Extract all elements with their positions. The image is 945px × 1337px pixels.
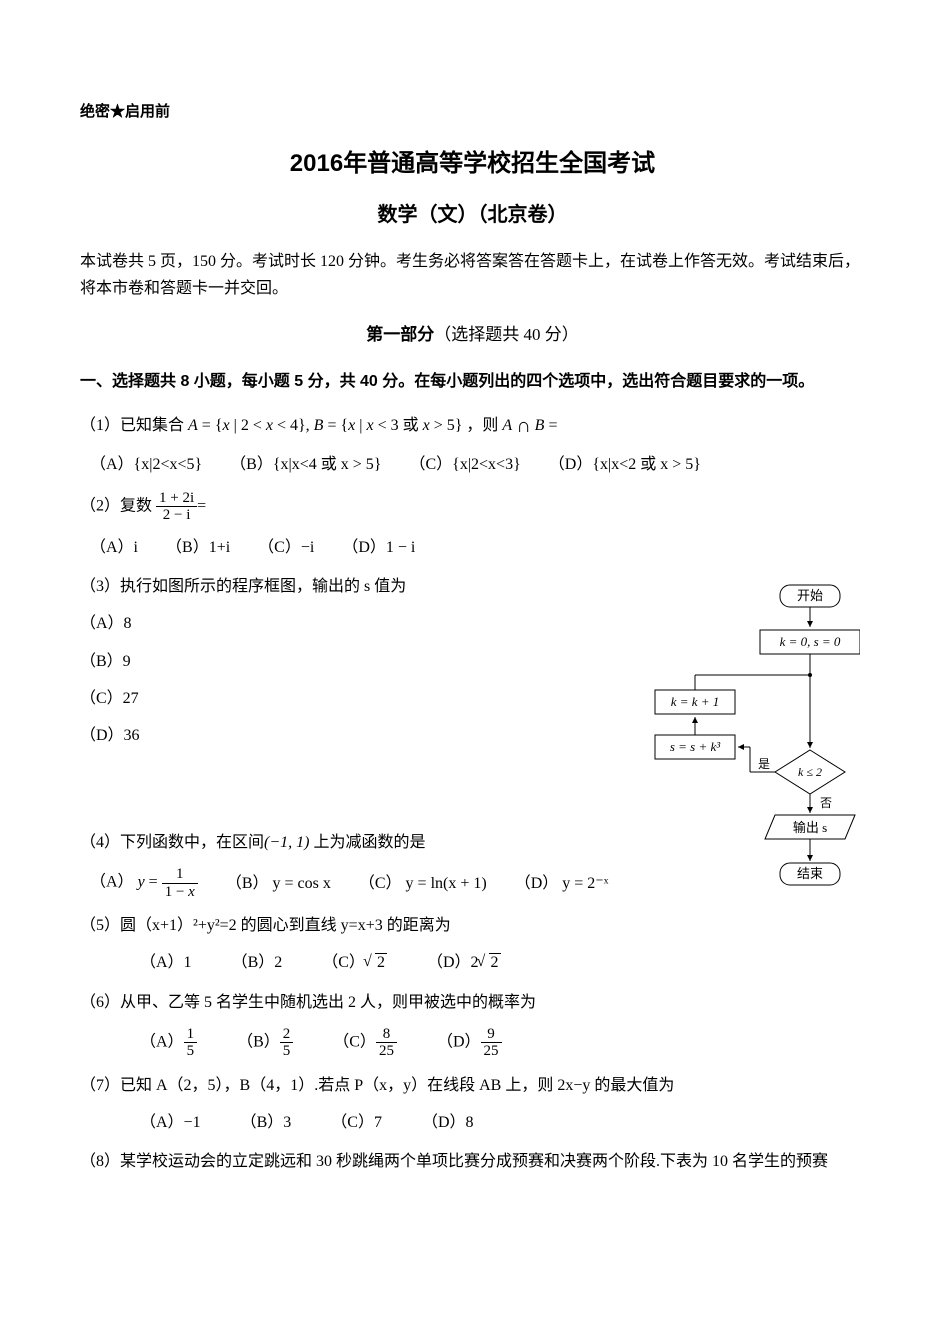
q7-options: （A）−1 （B）3 （C）7 （D）8 xyxy=(140,1109,865,1136)
q5-options: （A）1 （B）2 （C）2 （D）22 xyxy=(140,949,865,976)
q1-expr: A xyxy=(502,417,512,434)
fc-upd: s = s + k³ xyxy=(670,739,721,754)
q2-fraction: 1 + 2i 2 − i xyxy=(156,490,197,524)
q5-opt-c: （C）2 xyxy=(322,949,387,976)
q4-pre: （4）下列函数中，在区间 xyxy=(80,834,264,851)
fc-no: 否 xyxy=(820,796,832,810)
fc-yes: 是 xyxy=(758,757,770,771)
question-2: （2）复数 1 + 2i 2 − i = xyxy=(80,490,865,524)
question-1: （1）已知集合 A = {x | 2 < x < 4}, B = {x | x … xyxy=(80,407,865,441)
flowchart-svg: 开始 k = 0, s = 0 k = k + 1 s = s + k³ k ≤… xyxy=(620,575,860,895)
q7-opt-c: （C）7 xyxy=(331,1109,382,1136)
q7-opt-b: （B）3 xyxy=(241,1109,292,1136)
fc-cond: k ≤ 2 xyxy=(798,765,822,779)
q2-text: （2）复数 xyxy=(80,498,152,515)
q5-opt-d: （D）22 xyxy=(427,949,501,976)
q6-opt-d: （D）925 xyxy=(437,1026,502,1060)
exam-page: 绝密★启用前 2016年普通高等学校招生全国考试 数学（文）（北京卷） 本试卷共… xyxy=(0,0,945,1337)
q1-opt-d: （D）{x|x<2 或 x > 5} xyxy=(549,451,701,478)
section-instructions: 一、选择题共 8 小题，每小题 5 分，共 40 分。在每小题列出的四个选项中，… xyxy=(80,368,865,395)
part-header: 第一部分（选择题共 40 分） xyxy=(80,321,865,350)
question-5: （5）圆（x+1）²+y²=2 的圆心到直线 y=x+3 的距离为 xyxy=(80,912,865,939)
q1-options: （A）{x|2<x<5} （B）{x|x<4 或 x > 5} （C）{x|2<… xyxy=(90,451,865,478)
question-7: （7）已知 A（2，5），B（4，1）.若点 P（x，y）在线段 AB 上，则 … xyxy=(80,1072,865,1099)
q1-set-def: A xyxy=(188,417,198,434)
classification-label: 绝密★启用前 xyxy=(80,100,865,126)
q2-opt-a: （A）i xyxy=(90,539,138,556)
question-8: （8）某学校运动会的立定跳远和 30 秒跳绳两个单项比赛分成预赛和决赛两个阶段.… xyxy=(80,1148,865,1175)
q1-opt-a: （A）{x|2<x<5} xyxy=(90,451,202,478)
flowchart: 开始 k = 0, s = 0 k = k + 1 s = s + k³ k ≤… xyxy=(620,575,860,895)
main-title: 2016年普通高等学校招生全国考试 xyxy=(80,144,865,185)
fc-start: 开始 xyxy=(797,588,823,603)
q2-opt-b: （B）1+i xyxy=(166,539,230,556)
q1-pre: （1）已知集合 xyxy=(80,417,184,434)
q5-opt-a: （A）1 xyxy=(140,949,192,976)
instructions-paragraph: 本试卷共 5 页，150 分。考试时长 120 分钟。考生务必将答案答在答题卡上… xyxy=(80,248,865,302)
q2-opt-d: （D）1 − i xyxy=(342,539,415,556)
q7-opt-a: （A）−1 xyxy=(140,1109,201,1136)
q4-opt-c: （C） y = ln(x + 1) xyxy=(359,870,487,897)
q4-interval: (−1, 1) xyxy=(264,834,309,851)
part-label: 第一部分 xyxy=(366,325,434,344)
q6-opt-b: （B）25 xyxy=(237,1026,293,1060)
subtitle: 数学（文）（北京卷） xyxy=(80,198,865,232)
q5-opt-b: （B）2 xyxy=(232,949,283,976)
fc-end: 结束 xyxy=(797,866,823,881)
part-note: （选择题共 40 分） xyxy=(434,325,579,344)
q6-opt-c: （C）825 xyxy=(333,1026,397,1060)
q4-opt-b: （B） y = cos x xyxy=(226,870,331,897)
q4-opt-d: （D） y = 2⁻ˣ xyxy=(515,870,609,897)
q6-opt-a: （A）15 xyxy=(140,1026,197,1060)
q7-opt-d: （D）8 xyxy=(422,1109,474,1136)
q1-opt-b: （B）{x|x<4 或 x > 5} xyxy=(230,451,381,478)
q6-options: （A）15 （B）25 （C）825 （D）925 xyxy=(140,1026,865,1060)
q1-post: ，则 xyxy=(466,417,498,434)
q2-options: （A）i （B）1+i （C）−i （D）1 − i xyxy=(90,534,865,561)
q4-opt-a: （A） y = 11 − x xyxy=(90,866,198,900)
q1-opt-c: （C）{x|2<x<3} xyxy=(409,451,520,478)
q2-eq: = xyxy=(197,498,206,515)
q2-opt-c: （C）−i xyxy=(258,539,314,556)
fc-inc: k = k + 1 xyxy=(671,694,720,709)
q4-post: 上为减函数的是 xyxy=(313,834,425,851)
question-6: （6）从甲、乙等 5 名学生中随机选出 2 人，则甲被选中的概率为 xyxy=(80,989,865,1016)
fc-out: 输出 s xyxy=(793,820,827,835)
fc-init: k = 0, s = 0 xyxy=(780,634,841,649)
